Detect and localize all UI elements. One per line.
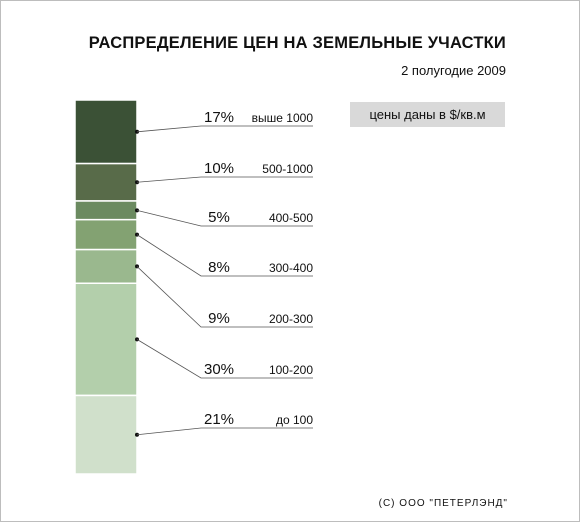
leader-line-segment-6 <box>136 427 313 436</box>
leader-line-segment-4 <box>136 266 313 328</box>
bar-segment-2 <box>74 200 138 221</box>
copyright-text: (С) ООО "ПЕТЕРЛЭНД" <box>378 498 508 509</box>
bar-segment-1 <box>74 162 138 202</box>
category-label-segment-3: 300-400 <box>269 261 313 275</box>
category-label-segment-6: до 100 <box>276 413 313 427</box>
bar-segment-6 <box>74 394 138 475</box>
category-label-segment-0: выше 1000 <box>252 111 314 125</box>
bar-segment-3 <box>74 218 138 251</box>
leader-line-segment-2 <box>136 209 313 227</box>
bar-segment-4 <box>74 248 138 285</box>
value-label-segment-1: 10% <box>204 160 234 177</box>
chart-title: РАСПРЕДЕЛЕНИЕ ЦЕН НА ЗЕМЕЛЬНЫЕ УЧАСТКИ <box>88 34 506 52</box>
bar-segment-0 <box>74 99 138 165</box>
bar-segment-5 <box>74 282 138 397</box>
price-note-badge: цены даны в $/кв.м <box>350 102 505 127</box>
value-label-segment-6: 21% <box>204 411 234 428</box>
value-label-segment-5: 30% <box>204 361 234 378</box>
leader-line-segment-3 <box>136 234 313 277</box>
value-label-segment-0: 17% <box>204 109 234 126</box>
category-label-segment-5: 100-200 <box>269 363 313 377</box>
leader-line-segment-5 <box>136 339 313 379</box>
category-label-segment-4: 200-300 <box>269 312 313 326</box>
leader-line-segment-1 <box>136 176 313 183</box>
value-label-segment-2: 5% <box>208 209 230 226</box>
value-label-segment-4: 9% <box>208 310 230 327</box>
leader-line-segment-0 <box>136 125 313 133</box>
value-label-segment-3: 8% <box>208 259 230 276</box>
chart-subtitle: 2 полугодие 2009 <box>401 63 506 78</box>
category-label-segment-1: 500-1000 <box>262 162 313 176</box>
category-label-segment-2: 400-500 <box>269 211 313 225</box>
